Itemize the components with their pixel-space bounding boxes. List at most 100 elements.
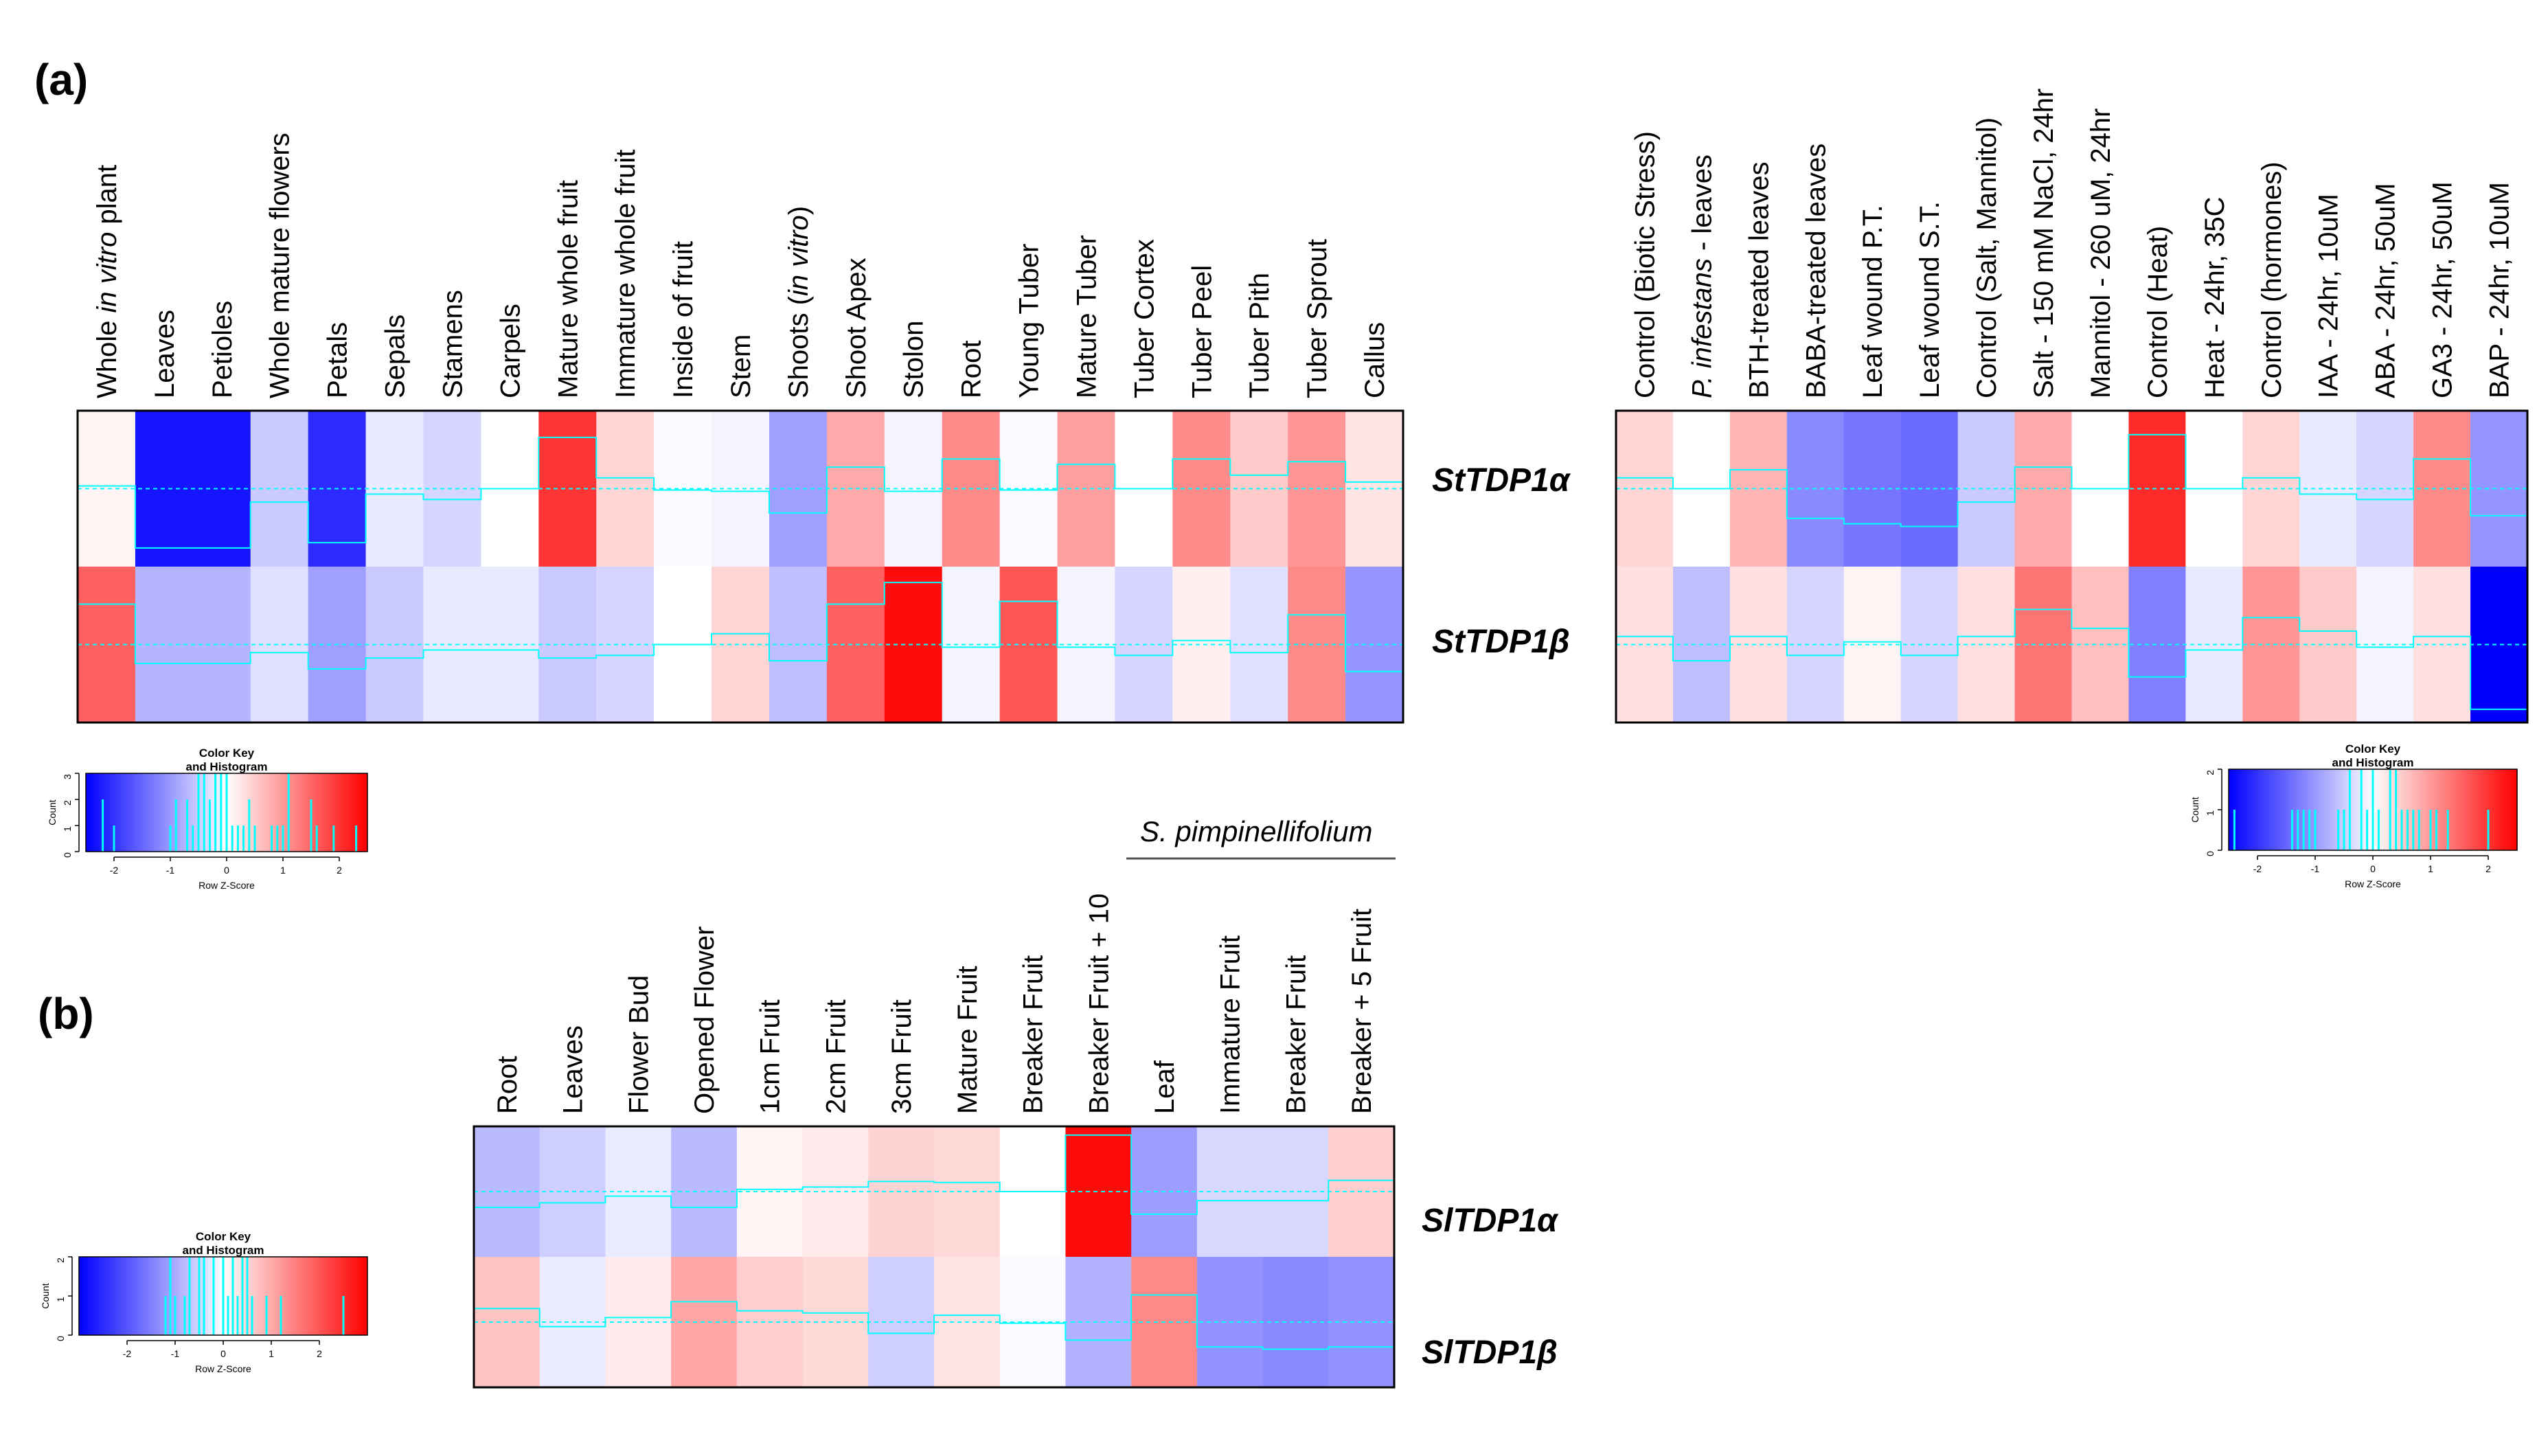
heatmap-cell [802, 1126, 869, 1258]
trace-line [1616, 608, 2527, 710]
column-label-part: Tuber Pith [1244, 273, 1275, 398]
column-label: Young Tuber [1014, 244, 1045, 398]
column-label-part: Opened Flower [690, 926, 720, 1114]
column-label-part: Stamens [437, 290, 468, 398]
column-label-part: Callus [1360, 322, 1390, 398]
column-label-part: 2cm Fruit [821, 999, 851, 1114]
column-label: Leaf [1150, 1060, 1180, 1114]
column-label: Control (hormones) [2257, 161, 2287, 398]
species-label: S. pimpinellifolium [1140, 815, 1372, 848]
column-label: 3cm Fruit [887, 999, 917, 1114]
column-label: Control (Heat) [2143, 226, 2173, 398]
column-label-part: Leaves [150, 310, 180, 398]
trace-line [78, 436, 1403, 549]
heatmap-a-treatments: Control (Biotic Stress) P. infestans - le… [1615, 89, 2529, 724]
key-x-tick-label: 2 [317, 1348, 322, 1359]
column-label-part: Leaves [558, 1025, 589, 1114]
column-label-part: Breaker + 5 Fruit [1347, 909, 1377, 1114]
column-label-part: Leaf wound P.T. [1858, 205, 1888, 398]
column-label: BTH-treated leaves [1744, 161, 1774, 398]
column-label-part: Petals [323, 322, 353, 398]
key-y-tick-label: 0 [2205, 851, 2216, 856]
column-label: Immature whole fruit [611, 150, 641, 398]
column-label-part: BTH-treated leaves [1744, 161, 1774, 398]
row-label: StTDP1β [1432, 624, 1569, 660]
key-x-tick-label: 0 [2370, 863, 2376, 874]
heatmap-cell [1065, 1126, 1132, 1258]
column-label: Tuber Peel [1187, 265, 1217, 398]
column-label: P. infestans - leaves [1687, 155, 1717, 398]
column-label-part: Petioles [207, 301, 238, 398]
column-label-part: Shoot Apex [841, 258, 872, 398]
heatmap-cell [605, 1126, 672, 1258]
column-label-part: Leaf [1150, 1060, 1180, 1114]
heatmap-cell [802, 1257, 869, 1388]
column-label: Salt - 150 mM NaCl, 24hr [2029, 89, 2059, 398]
column-label: Whole in vitro plant [92, 165, 122, 398]
column-label-part: Stolon [899, 321, 929, 398]
key-x-tick-label: 0 [224, 865, 229, 876]
column-label: Stamens [437, 290, 468, 398]
column-label-part: Root [957, 341, 987, 399]
key-x-label: Row Z-Score [198, 880, 255, 891]
key-y-tick-label: 3 [62, 774, 73, 780]
key-y-tick-label: 2 [2205, 770, 2216, 775]
column-label-part: Immature whole fruit [611, 150, 641, 398]
color-key-subtitle: and Histogram [185, 760, 267, 773]
color-key-subtitle: and Histogram [2332, 756, 2413, 769]
column-label: Immature Fruit [1216, 935, 1246, 1114]
heatmap-border [76, 409, 1404, 724]
column-label: Whole mature flowers [265, 133, 295, 398]
key-y-tick-label: 1 [2205, 810, 2216, 816]
column-label: Leaf wound P.T. [1858, 205, 1888, 398]
key-x-tick-label: 1 [2428, 863, 2433, 874]
column-label-part: Tuber Cortex [1129, 239, 1159, 398]
trace-line [474, 1294, 1394, 1350]
column-label: BABA-treated leaves [1801, 144, 1831, 398]
key-y-tick-label: 0 [55, 1336, 66, 1341]
column-label: Root [957, 341, 987, 399]
heatmap-cell [1065, 1257, 1132, 1388]
column-label-part: in vitro [784, 215, 814, 296]
column-label-part: Stem [726, 334, 756, 398]
column-label: Petioles [207, 301, 238, 398]
color-key-border [78, 1256, 368, 1336]
column-label-part: Sepals [380, 315, 411, 398]
key-x-tick-label: 1 [269, 1348, 274, 1359]
column-label: Tuber Sprout [1302, 239, 1332, 398]
column-label-part: Immature Fruit [1216, 935, 1246, 1114]
heatmap-cell [1262, 1126, 1329, 1258]
column-label-part: 3cm Fruit [887, 999, 917, 1114]
column-label-part: Flower Bud [624, 975, 654, 1114]
column-label: Mature Fruit [953, 966, 983, 1114]
heatmap-border [1615, 409, 2529, 724]
column-label: Petals [323, 322, 353, 398]
key-y-tick-label: 1 [62, 826, 73, 832]
column-label-part: GA3 - 24hr, 50uM [2428, 181, 2458, 398]
column-label-part: Carpels [495, 304, 525, 398]
panel-a-label: (a) [34, 55, 88, 104]
color-key-border [85, 773, 368, 852]
column-label: Tuber Pith [1244, 273, 1275, 398]
key-y-tick-label: 2 [62, 800, 73, 806]
column-label-part: Leaf wound S.T. [1915, 201, 1945, 398]
heatmap-a-tissues: Whole in vitro plant Leaves Petioles Whole … [76, 133, 1571, 724]
color-key-title: Color Key [199, 747, 255, 760]
column-label-part: Young Tuber [1014, 244, 1045, 398]
column-label-part: Control (Heat) [2143, 226, 2173, 398]
column-label-part: Whole [92, 313, 122, 399]
column-label-part: Root [492, 1056, 523, 1115]
key-x-tick-label: 2 [2486, 863, 2491, 874]
column-label: Shoot Apex [841, 258, 872, 398]
column-label: Breaker Fruit [1281, 955, 1311, 1114]
column-label-part: IAA - 24hr, 10uM [2314, 194, 2344, 398]
column-label: 1cm Fruit [755, 999, 786, 1114]
column-label: IAA - 24hr, 10uM [2314, 194, 2344, 398]
column-label: Opened Flower [690, 926, 720, 1114]
column-label: Stem [726, 334, 756, 398]
column-label: BAP - 24hr, 10uM [2485, 182, 2515, 398]
column-label-part: Inside of fruit [668, 241, 698, 398]
color-key-title: Color Key [196, 1230, 251, 1243]
